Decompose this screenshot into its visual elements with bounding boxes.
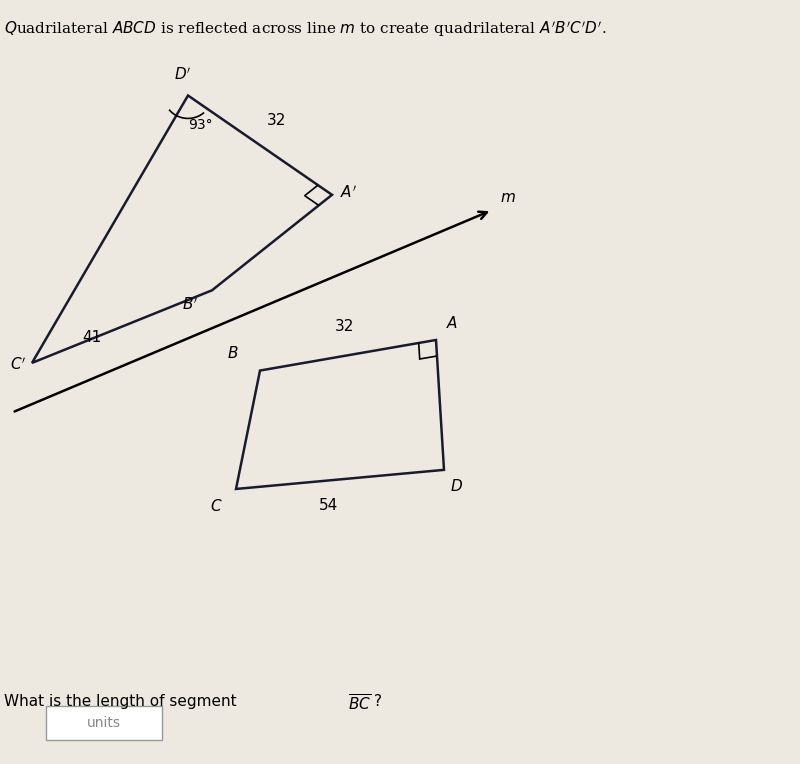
Text: $B$: $B$: [227, 345, 238, 361]
Text: $C$: $C$: [210, 498, 222, 514]
Text: units: units: [87, 716, 121, 730]
FancyBboxPatch shape: [46, 706, 162, 740]
Text: 32: 32: [334, 319, 354, 334]
Text: 54: 54: [318, 498, 338, 513]
Text: $D$: $D$: [450, 478, 462, 494]
Text: $A$: $A$: [446, 315, 458, 331]
Text: $\overline{BC}$: $\overline{BC}$: [348, 694, 371, 714]
Text: 93°: 93°: [188, 118, 213, 132]
Text: 41: 41: [82, 330, 102, 345]
Text: $D'$: $D'$: [174, 66, 191, 83]
Text: $A'$: $A'$: [340, 184, 357, 201]
Text: 32: 32: [266, 113, 286, 128]
Text: $\it{Q}$uadrilateral $\mathit{ABCD}$ is reflected across line $m$ to create quad: $\it{Q}$uadrilateral $\mathit{ABCD}$ is …: [4, 19, 606, 39]
Text: $C'$: $C'$: [10, 357, 26, 374]
Text: $m$: $m$: [500, 189, 516, 205]
Text: ?: ?: [374, 694, 382, 709]
Text: $B'$: $B'$: [182, 296, 198, 313]
Text: What is the length of segment: What is the length of segment: [4, 694, 242, 709]
